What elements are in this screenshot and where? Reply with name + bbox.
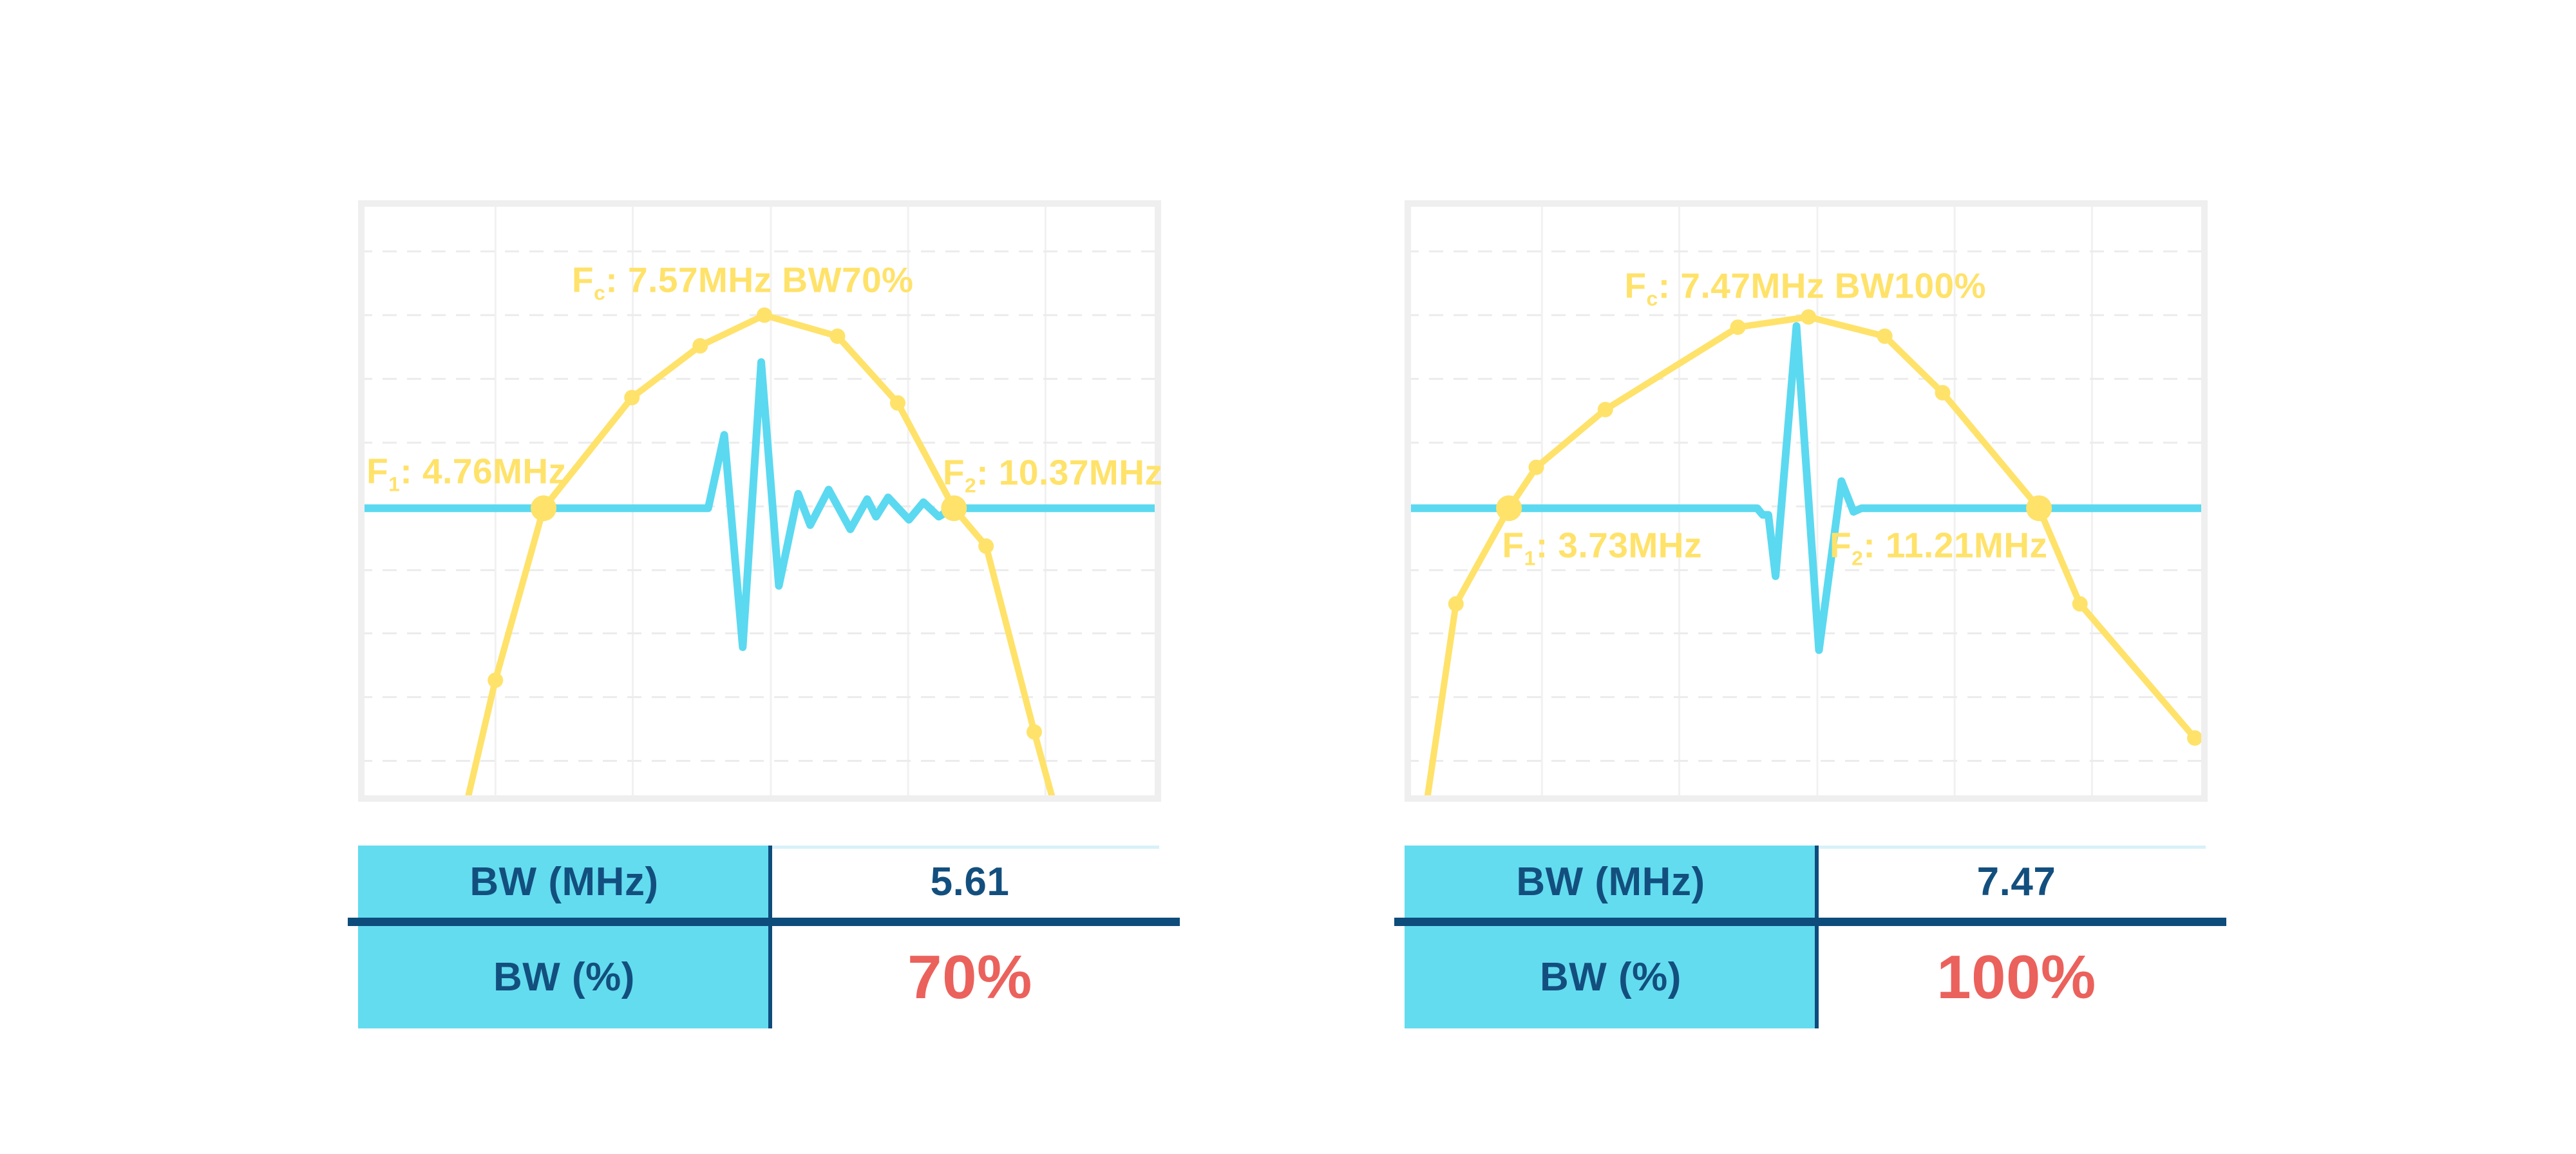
spectrum-chart-bw100: Fc: 7.47MHz BW100% F1: 3.73MHz F2: 11.21… [1405, 200, 2208, 802]
bw-percent-label: BW (%) [1540, 955, 1681, 999]
bw-table-value-topline [1817, 846, 2206, 849]
f2-annotation-text: : 10.37MHz [976, 452, 1163, 493]
bw-percent-value: 100% [1937, 942, 2096, 1012]
f2-annotation-subscript: 2 [1852, 546, 1864, 570]
bw-table-column-divider [768, 846, 772, 1028]
f1-annotation: F1: 4.76MHz [366, 450, 567, 496]
fc-annotation-subscript: c [1646, 287, 1658, 310]
f2-annotation-symbol: F [1829, 525, 1852, 565]
spectrum-chart-bw70: Fc: 7.57MHz BW70% F1: 4.76MHz F2: 10.37M… [358, 200, 1163, 802]
f1-annotation-subscript: 1 [388, 472, 401, 496]
fc-annotation-symbol: F [572, 260, 594, 300]
bw-table-column-divider [1815, 846, 1819, 1028]
f1-annotation-text: : 3.73MHz [1535, 525, 1703, 565]
f1-annotation: F1: 3.73MHz [1502, 524, 1702, 570]
fc-annotation: Fc: 7.47MHz BW100% [1624, 265, 1986, 311]
fc-annotation-text: : 7.57MHz BW70% [605, 260, 914, 300]
f1-annotation-subscript: 1 [1524, 546, 1536, 570]
bw-table-right: BW (MHz) 7.47 BW (%) 100% [1394, 846, 2226, 1028]
spectrum-chart-bw70-plot [358, 200, 1161, 802]
f2-annotation: F2: 11.21MHz [1830, 524, 2048, 570]
bw-table-row-divider [1394, 918, 2226, 926]
bw-table-row-divider [348, 918, 1180, 926]
spectrum-chart-bw100-plot [1405, 200, 2208, 802]
f2-annotation-symbol: F [942, 452, 965, 493]
bw-mhz-value: 5.61 [930, 859, 1010, 904]
bw-table-value-topline [770, 846, 1159, 849]
f1-annotation-symbol: F [1502, 525, 1524, 565]
f1-annotation-text: : 4.76MHz [400, 451, 567, 491]
bw-mhz-label: BW (MHz) [1516, 859, 1705, 904]
bw-table-label-column [358, 846, 770, 1028]
fc-annotation-symbol: F [1624, 265, 1647, 306]
fc-annotation: Fc: 7.57MHz BW70% [572, 259, 914, 305]
fc-annotation-text: : 7.47MHz BW100% [1658, 265, 1987, 306]
bw-mhz-label: BW (MHz) [469, 859, 659, 904]
bw-mhz-value: 7.47 [1976, 859, 2056, 904]
bw-percent-value: 70% [907, 942, 1032, 1012]
f2-annotation-subscript: 2 [964, 473, 977, 497]
fc-annotation-subscript: c [594, 281, 606, 305]
f2-annotation: F2: 10.37MHz [943, 451, 1163, 497]
bw-percent-label: BW (%) [493, 955, 635, 999]
bw-table-label-column [1405, 846, 1817, 1028]
bw-table-left: BW (MHz) 5.61 BW (%) 70% [348, 846, 1180, 1028]
f2-annotation-text: : 11.21MHz [1863, 525, 2048, 565]
f1-annotation-symbol: F [366, 451, 389, 491]
